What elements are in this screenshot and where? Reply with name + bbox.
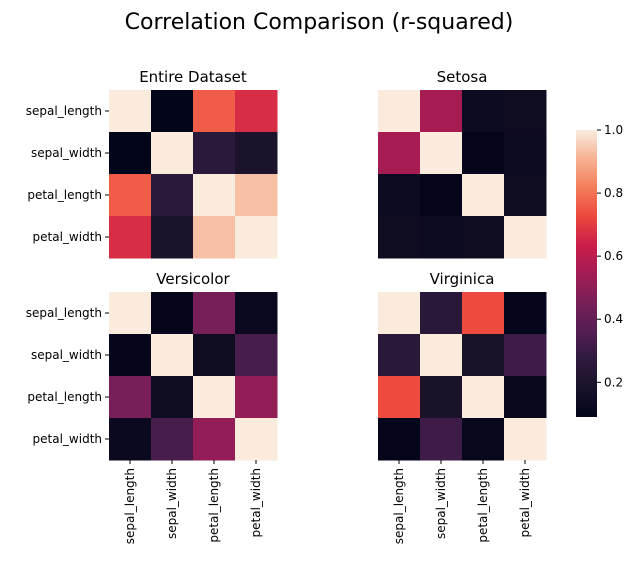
heatmap-cell: [462, 376, 505, 419]
heatmap-cell: [504, 216, 547, 259]
heatmap-cell: [462, 174, 505, 217]
heatmap-cell: [420, 174, 463, 217]
heatmap-cell: [151, 90, 194, 133]
heatmap-cell: [193, 418, 236, 461]
heatmap-cell: [109, 216, 152, 259]
heatmap-cell: [462, 418, 505, 461]
heatmap-cell: [193, 376, 236, 419]
heatmap-cell: [504, 334, 547, 377]
heatmap-cell: [109, 174, 152, 217]
heatmap-cell: [462, 132, 505, 175]
colorbar-tick-label: 0.2: [604, 375, 623, 389]
heatmap-cell: [193, 90, 236, 133]
heatmap-cell: [193, 132, 236, 175]
y-tick-label: sepal_length: [26, 104, 102, 118]
heatmap-cell: [235, 216, 278, 259]
heatmap-cell: [151, 216, 194, 259]
heatmap-panel: Setosa: [378, 68, 547, 259]
heatmap-cell: [109, 90, 152, 133]
x-tick-label: sepal_length: [123, 468, 137, 544]
heatmap-cell: [378, 90, 421, 133]
x-tick-label: sepal_length: [392, 468, 406, 544]
heatmap-cell: [462, 90, 505, 133]
heatmap-cell: [109, 418, 152, 461]
panel-title: Setosa: [437, 68, 488, 86]
x-tick-label: sepal_width: [434, 468, 448, 539]
y-tick-label: petal_length: [27, 390, 102, 404]
heatmap-cell: [193, 174, 236, 217]
heatmap-cell: [378, 334, 421, 377]
heatmap-cell: [420, 90, 463, 133]
panel-title: Entire Dataset: [139, 68, 247, 86]
heatmap-cell: [109, 292, 152, 335]
heatmap-cell: [151, 376, 194, 419]
heatmap-cell: [151, 292, 194, 335]
heatmap-cell: [378, 132, 421, 175]
panel-title: Virginica: [430, 270, 495, 288]
heatmap-cell: [504, 132, 547, 175]
heatmap-cell: [462, 292, 505, 335]
heatmap-cell: [151, 418, 194, 461]
heatmap-cell: [378, 216, 421, 259]
heatmap-cell: [151, 174, 194, 217]
heatmap-cell: [235, 132, 278, 175]
heatmap-cell: [235, 418, 278, 461]
heatmap-cell: [420, 132, 463, 175]
x-tick-label: petal_length: [476, 468, 490, 543]
heatmap-cell: [235, 174, 278, 217]
heatmap-cell: [420, 418, 463, 461]
heatmap-cell: [504, 174, 547, 217]
chart-title: Correlation Comparison (r-squared): [125, 10, 514, 35]
heatmap-cell: [109, 376, 152, 419]
y-tick-label: sepal_length: [26, 306, 102, 320]
heatmap-cell: [504, 376, 547, 419]
heatmap-cell: [235, 292, 278, 335]
x-tick-label: petal_width: [518, 468, 532, 537]
x-tick-label: sepal_width: [165, 468, 179, 539]
y-tick-label: petal_length: [27, 188, 102, 202]
heatmap-cell: [151, 132, 194, 175]
heatmap-cell: [420, 216, 463, 259]
heatmap-cell: [504, 90, 547, 133]
heatmap-cell: [109, 132, 152, 175]
colorbar-tick-label: 0.4: [604, 312, 623, 326]
heatmap-cell: [462, 216, 505, 259]
x-tick-label: petal_width: [249, 468, 263, 537]
y-tick-label: petal_width: [33, 230, 102, 244]
heatmap-cell: [378, 418, 421, 461]
x-tick-label: petal_length: [207, 468, 221, 543]
y-tick-label: sepal_width: [31, 146, 102, 160]
heatmap-cell: [420, 376, 463, 419]
heatmap-cell: [235, 376, 278, 419]
colorbar-tick-label: 0.6: [604, 249, 623, 263]
heatmap-cell: [109, 334, 152, 377]
colorbar-tick-label: 1.0: [604, 123, 623, 137]
heatmap-panels: Entire Datasetsepal_lengthsepal_widthpet…: [26, 68, 547, 544]
heatmap-cell: [378, 376, 421, 419]
colorbar-gradient: [576, 130, 597, 417]
y-tick-label: sepal_width: [31, 348, 102, 362]
heatmap-cell: [420, 292, 463, 335]
colorbar-tick-label: 0.8: [604, 186, 623, 200]
heatmap-cell: [420, 334, 463, 377]
heatmap-cell: [151, 334, 194, 377]
heatmap-cell: [504, 418, 547, 461]
heatmap-cell: [193, 334, 236, 377]
heatmap-panel: Versicolor sepal_length sepal_width petal_l…: [26, 270, 278, 544]
heatmap-cell: [378, 292, 421, 335]
heatmap-cell: [462, 334, 505, 377]
panel-title: Versicolor: [156, 270, 230, 288]
heatmap-cell: [235, 334, 278, 377]
heatmap-cell: [193, 216, 236, 259]
heatmap-cell: [235, 90, 278, 133]
y-tick-label: petal_width: [33, 432, 102, 446]
colorbar: 0.2 0.4 0.6 0.8 1.0: [576, 123, 623, 417]
heatmap-cell: [504, 292, 547, 335]
heatmap-panel: Entire Dataset sepal_length sepal_widthpet…: [26, 68, 278, 259]
heatmap-cell: [193, 292, 236, 335]
heatmap-panel: Virginica sepal_length sepal_width petal_le…: [378, 270, 547, 544]
heatmap-cell: [378, 174, 421, 217]
